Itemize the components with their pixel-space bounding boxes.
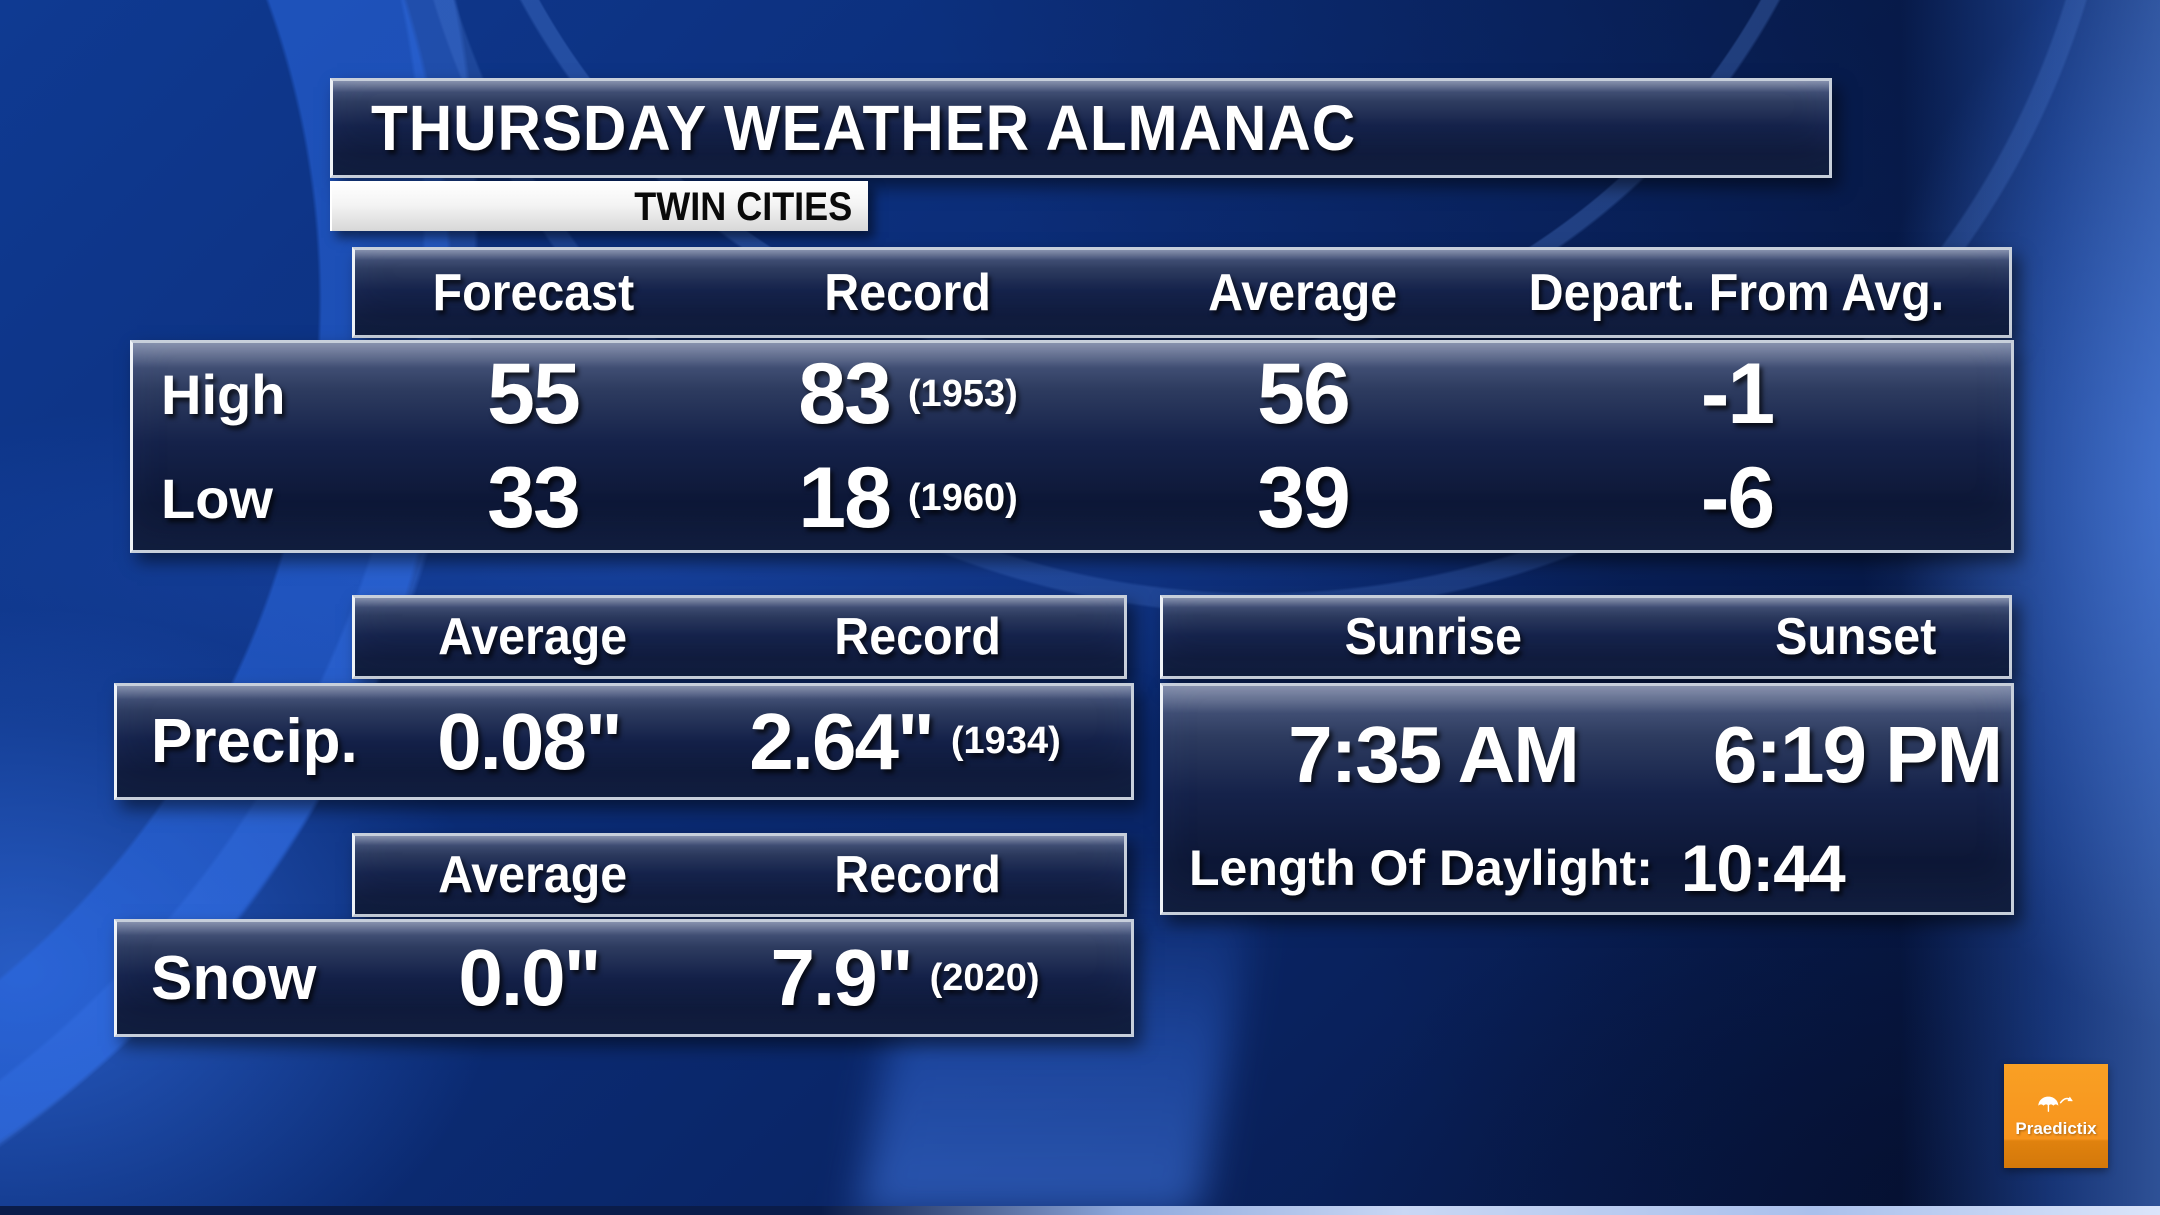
high-average-value: 56 <box>1257 346 1351 443</box>
low-forecast-value: 33 <box>487 449 581 546</box>
low-record-value: 18 <box>798 449 892 546</box>
snow-header-row: Average Record <box>352 833 1127 917</box>
snow-header-record: Record <box>834 846 1001 904</box>
daylight-value: 10:44 <box>1680 831 1846 905</box>
precip-panel: Precip. 0.08" 2.64" (1934) <box>114 683 1134 800</box>
table-row-low: Low 33 18 (1960) 39 -6 <box>133 447 2011 551</box>
snow-record-year: (2020) <box>929 956 1040 999</box>
daylight-label: Length Of Daylight: <box>1189 840 1653 896</box>
low-average-value: 39 <box>1257 449 1351 546</box>
row-label-high: High <box>161 363 286 427</box>
snow-header-average: Average <box>438 846 628 904</box>
temperature-header-row: Forecast Record Average Depart. From Avg… <box>352 247 2012 338</box>
precip-record-value: 2.64" <box>749 696 935 786</box>
header-cell-average: Average <box>1208 263 1398 322</box>
location-tab: TWIN CITIES <box>330 181 868 231</box>
precip-header-row: Average Record <box>352 595 1127 679</box>
low-record-cell: 18 (1960) <box>673 449 1143 548</box>
praedictix-logo: Praedictix <box>2004 1064 2108 1168</box>
umbrella-icon <box>2038 1096 2073 1112</box>
page-title: THURSDAY WEATHER ALMANAC <box>371 92 1357 164</box>
header-cell-record: Record <box>824 263 992 322</box>
daylight-row: Length Of Daylight: 10:44 <box>1163 824 2011 912</box>
precip-average-value: 0.08" <box>437 696 623 786</box>
high-record-cell: 83 (1953) <box>673 345 1143 444</box>
header-cell-depart: Depart. From Avg. <box>1528 263 1944 322</box>
sunset-value: 6:19 PM <box>1712 710 2003 799</box>
bottom-strip <box>0 1206 2160 1215</box>
precip-record-cell: 2.64" (1934) <box>679 696 1131 788</box>
row-label-low: Low <box>161 466 273 530</box>
high-record-value: 83 <box>798 346 892 443</box>
title-bar: THURSDAY WEATHER ALMANAC <box>330 78 1832 178</box>
snow-record-cell: 7.9" (2020) <box>679 932 1131 1024</box>
praedictix-label: Praedictix <box>2015 1119 2097 1138</box>
sun-header-sunset: Sunset <box>1775 608 1937 666</box>
high-record-year: (1953) <box>907 373 1018 416</box>
snow-record-value: 7.9" <box>770 933 914 1022</box>
precip-row-label: Precip. <box>151 707 358 776</box>
snow-panel: Snow 0.0" 7.9" (2020) <box>114 919 1134 1037</box>
sun-times-row: 7:35 AM 6:19 PM <box>1163 686 2011 824</box>
precip-header-average: Average <box>438 608 628 666</box>
location-label: TWIN CITIES <box>634 184 852 229</box>
sunrise-value: 7:35 AM <box>1288 710 1580 799</box>
snow-row-label: Snow <box>151 943 317 1013</box>
header-cell-forecast: Forecast <box>432 263 634 322</box>
table-row-high: High 55 83 (1953) 56 -1 <box>133 343 2011 447</box>
low-record-year: (1960) <box>907 476 1018 519</box>
sun-header-row: Sunrise Sunset <box>1160 595 2012 679</box>
high-departure-value: -1 <box>1700 346 1775 443</box>
high-forecast-value: 55 <box>487 346 581 443</box>
precip-record-year: (1934) <box>950 720 1061 762</box>
sun-panel: 7:35 AM 6:19 PM Length Of Daylight: 10:4… <box>1160 683 2014 915</box>
temperature-panel: High 55 83 (1953) 56 -1 Low 33 18 (1960)… <box>130 340 2014 553</box>
sun-header-sunrise: Sunrise <box>1344 608 1522 666</box>
low-departure-value: -6 <box>1700 449 1775 546</box>
precip-header-record: Record <box>834 608 1001 666</box>
snow-average-value: 0.0" <box>458 933 601 1022</box>
